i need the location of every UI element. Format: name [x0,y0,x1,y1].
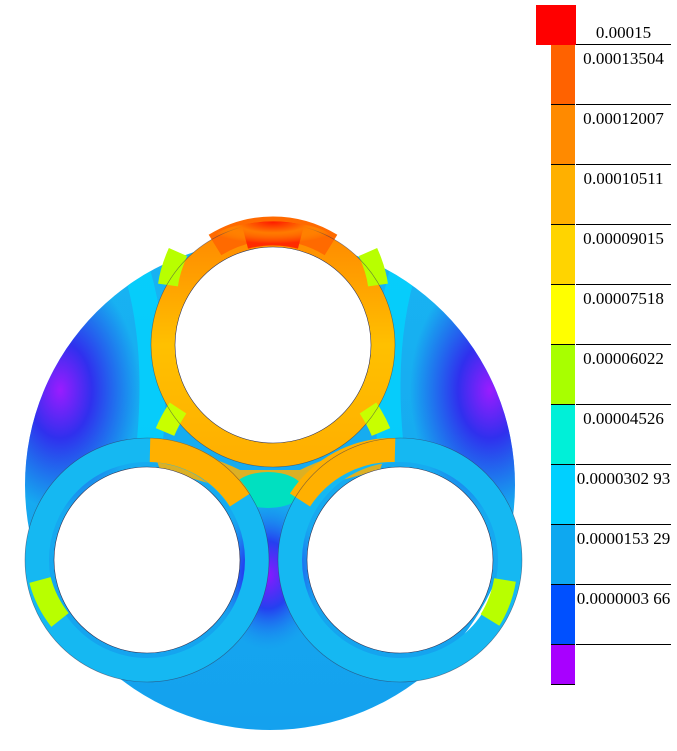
legend-entry: 0.00006022 [536,345,673,405]
legend-label: 0.00006022 [576,345,671,405]
legend-swatch [551,285,575,345]
legend-entry: 0.00013504 [536,45,673,105]
legend-tick [551,645,575,685]
legend-label: 0.00009015 [576,225,671,285]
lower-left-tube-ring [24,437,270,683]
legend-tick [551,345,575,405]
legend-tick [551,45,575,105]
legend-entry: 0.00009015 [536,225,673,285]
legend-label: 0.0000003 66 [576,585,671,645]
legend-swatch [551,645,575,685]
legend-label: 0.0000153 29 [576,525,671,585]
upper-tube-ring [150,216,396,468]
legend-label: 0.00015 [576,5,671,45]
legend-tick [551,285,575,345]
legend-entry: 0.00015 [536,5,673,45]
legend-tick [551,105,575,165]
legend-entry: 0.0000153 29 [536,525,673,585]
legend-tick [551,585,575,645]
legend-label: 0.00004526 [576,405,671,465]
stress-field-plot [24,216,523,730]
legend-entry: 0.00004526 [536,405,673,465]
legend-swatch [551,465,575,525]
lower-right-tube-ring [277,437,523,683]
legend-swatch [536,5,576,45]
legend-swatch [551,585,575,645]
legend-entry: 0.00010511 [536,165,673,225]
legend-tick [551,525,575,585]
color-legend: 0.00015 0.00013504 0.00012007 0.00010511 0.0… [536,5,673,685]
legend-label: 0.00013504 [576,45,671,105]
legend-swatch [551,105,575,165]
legend-entry [536,645,673,685]
legend-swatch [551,45,575,105]
maximum-spot [213,222,333,258]
legend-entry: 0.00007518 [536,285,673,345]
legend-swatch [551,525,575,585]
legend-label: 0.00012007 [576,105,671,165]
legend-label: 0.0000302 93 [576,465,671,525]
legend-label: 0.00007518 [576,285,671,345]
legend-tick [551,465,575,525]
legend-entry: 0.0000003 66 [536,585,673,645]
legend-entry: 0.0000302 93 [536,465,673,525]
legend-tick [551,225,575,285]
legend-swatch [551,165,575,225]
legend-label [576,645,671,685]
legend-tick [551,165,575,225]
legend-entry: 0.00012007 [536,105,673,165]
legend-swatch [551,345,575,405]
legend-swatch [551,405,575,465]
legend-swatch [551,225,575,285]
legend-tick [551,405,575,465]
legend-label: 0.00010511 [576,165,671,225]
